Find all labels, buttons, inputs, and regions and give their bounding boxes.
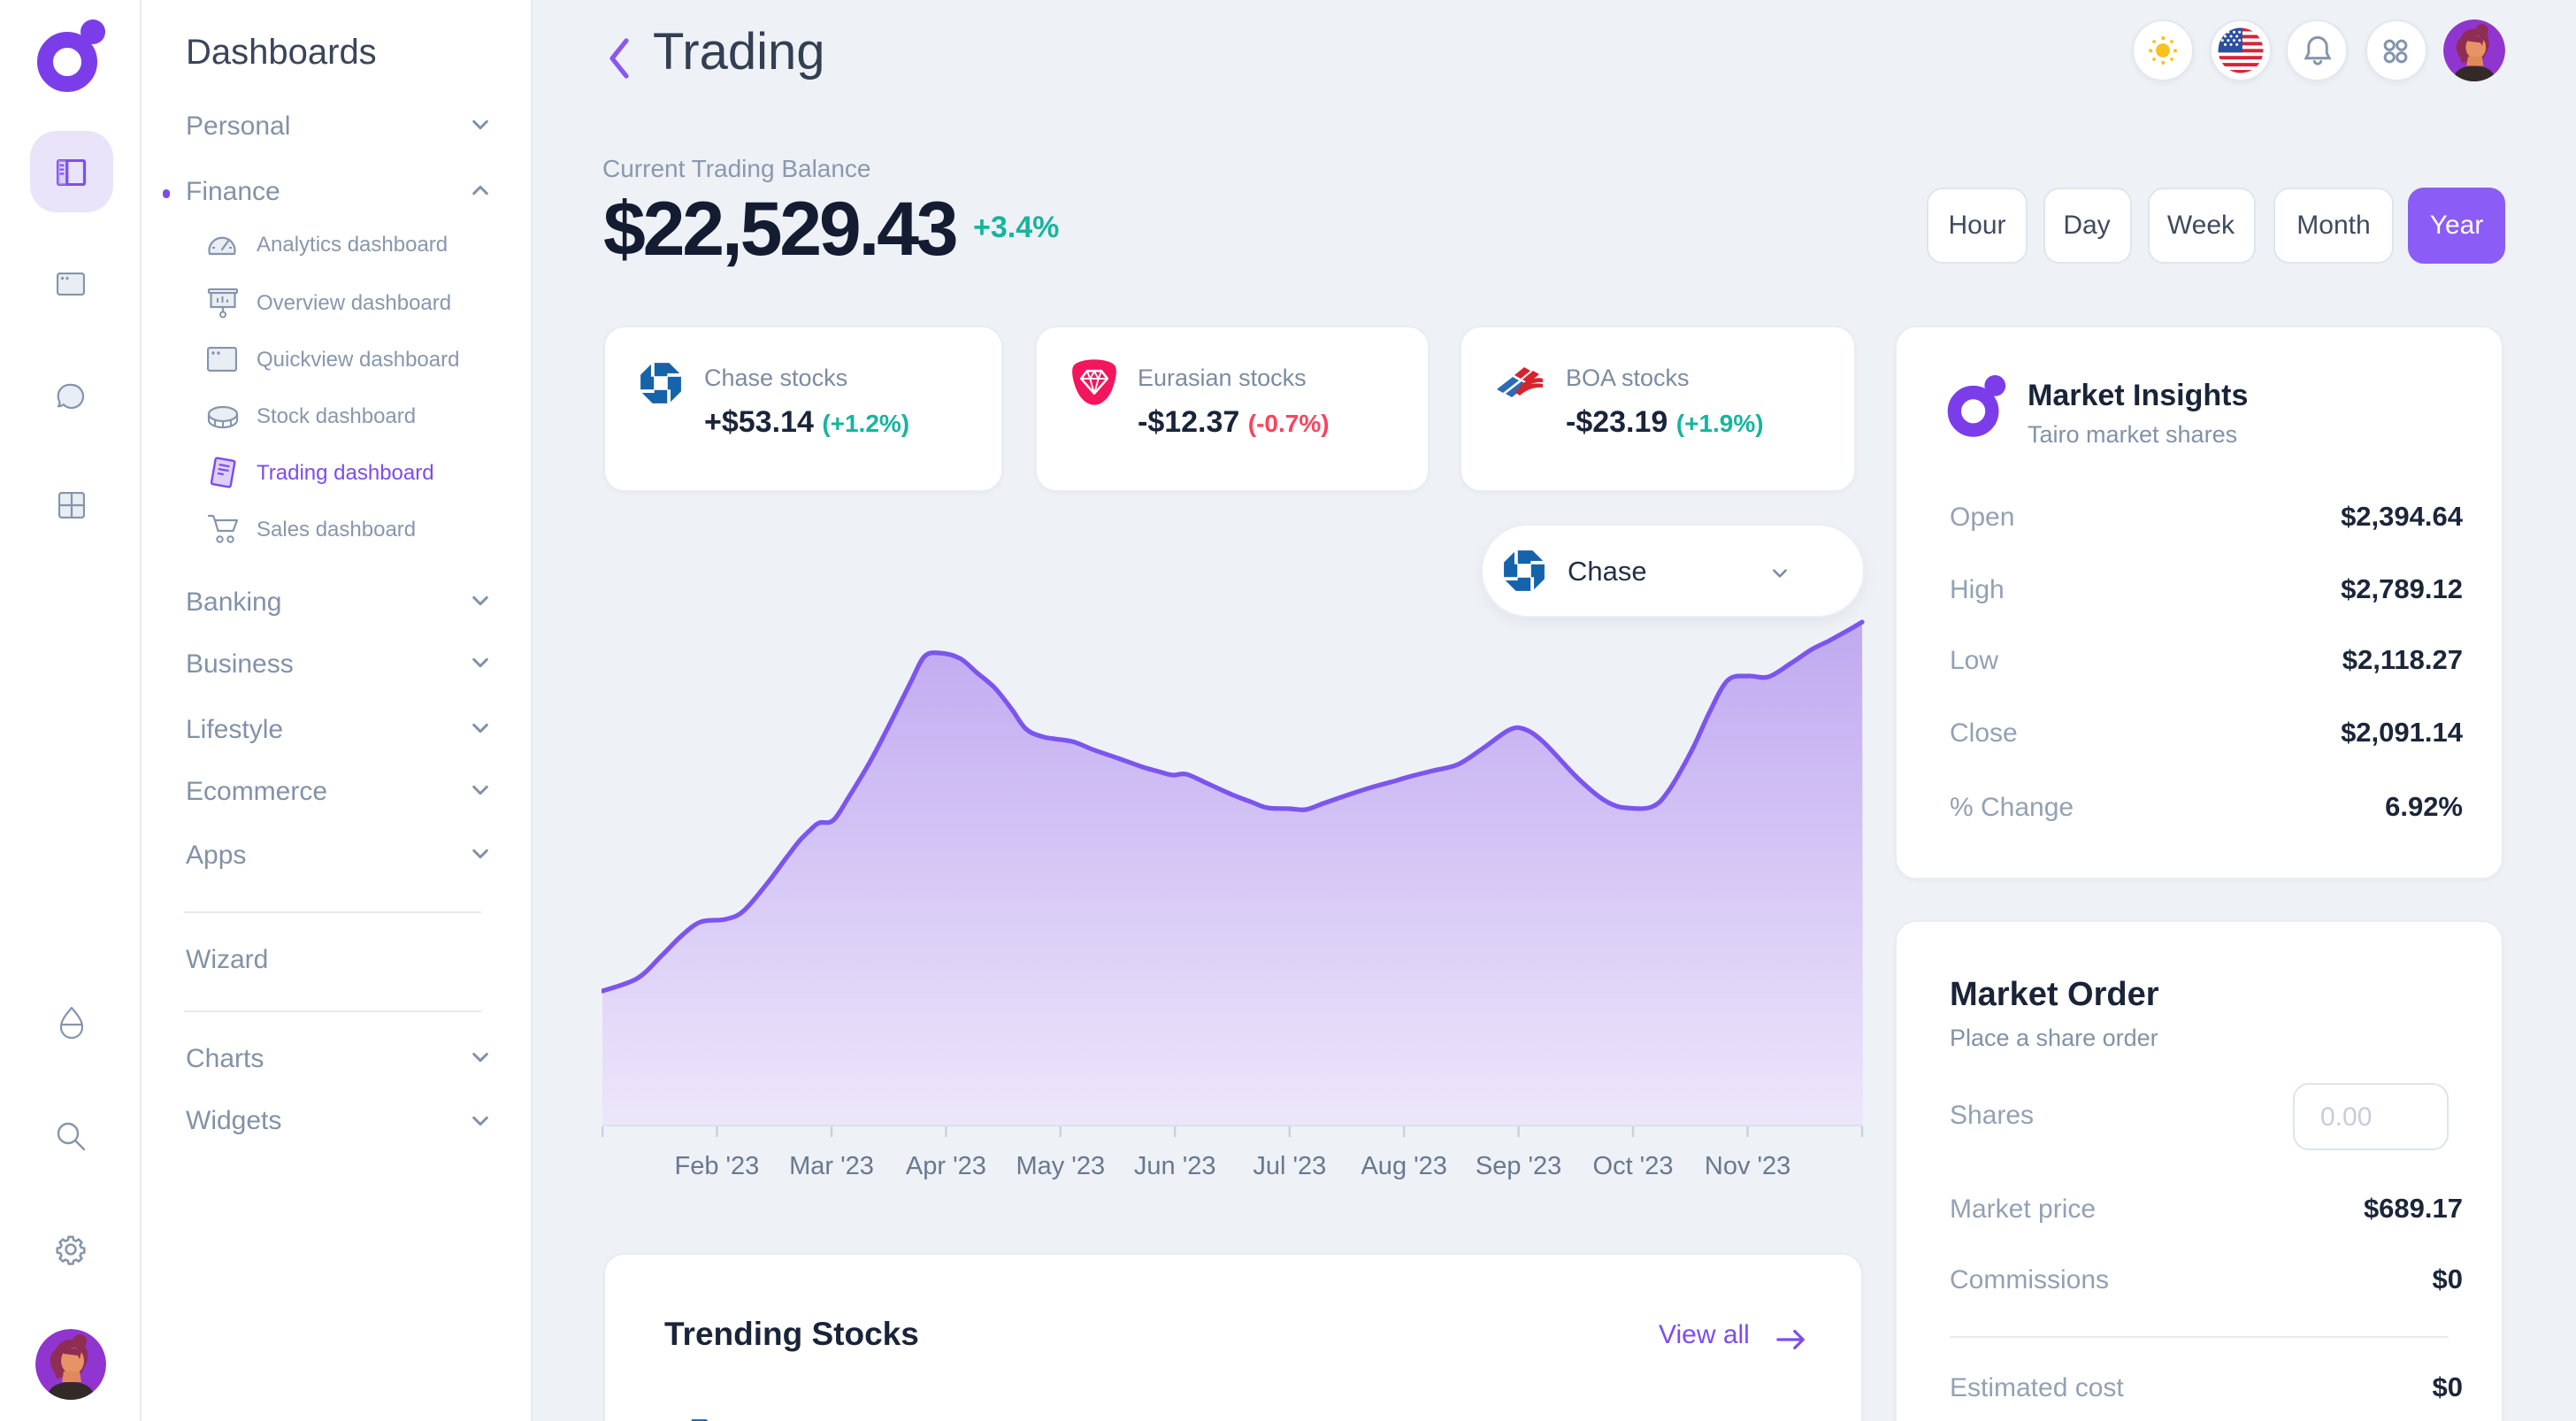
- svg-text:Oct '23: Oct '23: [1593, 1152, 1674, 1180]
- svg-text:Nov '23: Nov '23: [1705, 1152, 1790, 1180]
- svg-text:Feb '23: Feb '23: [674, 1152, 759, 1180]
- svg-text:Apr '23: Apr '23: [906, 1152, 986, 1180]
- svg-text:Sep '23: Sep '23: [1476, 1152, 1561, 1180]
- svg-text:Jul '23: Jul '23: [1253, 1152, 1326, 1180]
- svg-text:Aug '23: Aug '23: [1361, 1152, 1446, 1180]
- svg-text:May '23: May '23: [1016, 1152, 1105, 1180]
- svg-text:Mar '23: Mar '23: [789, 1152, 874, 1180]
- svg-text:Jun '23: Jun '23: [1134, 1152, 1216, 1180]
